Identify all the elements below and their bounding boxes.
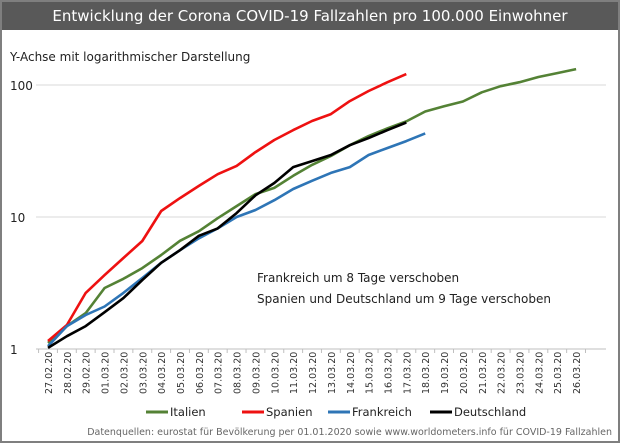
x-tick-label: 11.03.20 xyxy=(289,352,300,394)
y-axis-label: Y-Achse mit logarithmischer Darstellung xyxy=(9,50,250,64)
x-tick-label: 27.02.20 xyxy=(44,352,55,394)
x-tick-label: 07.03.20 xyxy=(214,352,225,394)
annotation-frankreich: Frankreich um 8 Tage verschoben xyxy=(257,271,459,285)
x-tick-label: 16.03.20 xyxy=(383,352,394,394)
legend-label-italien: Italien xyxy=(170,405,206,419)
x-tick-label: 02.03.20 xyxy=(119,352,130,394)
x-tick-label: 05.03.20 xyxy=(176,352,187,394)
series-line-deutschland xyxy=(47,121,407,350)
x-tick-label: 15.03.20 xyxy=(365,352,376,394)
x-tick-label: 12.03.20 xyxy=(308,352,319,394)
source-note: Datenquellen: eurostat für Bevölkerung p… xyxy=(87,427,612,438)
x-tick-label: 21.03.20 xyxy=(478,352,489,394)
x-tick-label: 03.03.20 xyxy=(138,352,149,394)
series-line-italien xyxy=(47,67,577,344)
x-tick-label: 17.03.20 xyxy=(402,352,413,394)
y-tick-label: 1 xyxy=(10,343,18,357)
x-tick-label: 28.02.20 xyxy=(63,352,74,394)
x-tick-label: 26.03.20 xyxy=(572,352,583,394)
x-tick-label: 10.03.20 xyxy=(270,352,281,394)
y-tick-label: 100 xyxy=(10,79,33,93)
x-tick-label: 04.03.20 xyxy=(157,352,168,394)
x-tick-label: 25.03.20 xyxy=(553,352,564,394)
x-tick-label: 13.03.20 xyxy=(327,352,338,394)
legend-label-deutschland: Deutschland xyxy=(454,405,526,419)
y-tick-label: 10 xyxy=(10,211,25,225)
x-tick-label: 08.03.20 xyxy=(233,352,244,394)
series-line-spanien xyxy=(47,72,407,342)
x-tick-label: 14.03.20 xyxy=(346,352,357,394)
series-line-frankreich xyxy=(47,132,426,348)
x-tick-label: 09.03.20 xyxy=(251,352,262,394)
x-tick-label: 29.02.20 xyxy=(82,352,93,394)
x-tick-label: 22.03.20 xyxy=(497,352,508,394)
annotation-spanien-deutschland: Spanien und Deutschland um 9 Tage versch… xyxy=(257,292,551,306)
x-tick-label: 24.03.20 xyxy=(534,352,545,394)
x-tick-label: 23.03.20 xyxy=(516,352,527,394)
x-tick-label: 18.03.20 xyxy=(421,352,432,394)
chart-title: Entwicklung der Corona COVID-19 Fallzahl… xyxy=(2,2,618,30)
x-tick-label: 06.03.20 xyxy=(195,352,206,394)
x-tick-label: 01.03.20 xyxy=(101,352,112,394)
legend-label-spanien: Spanien xyxy=(266,405,313,419)
x-tick-label: 19.03.20 xyxy=(440,352,451,394)
x-tick-label: 20.03.20 xyxy=(459,352,470,394)
legend-label-frankreich: Frankreich xyxy=(352,405,412,419)
